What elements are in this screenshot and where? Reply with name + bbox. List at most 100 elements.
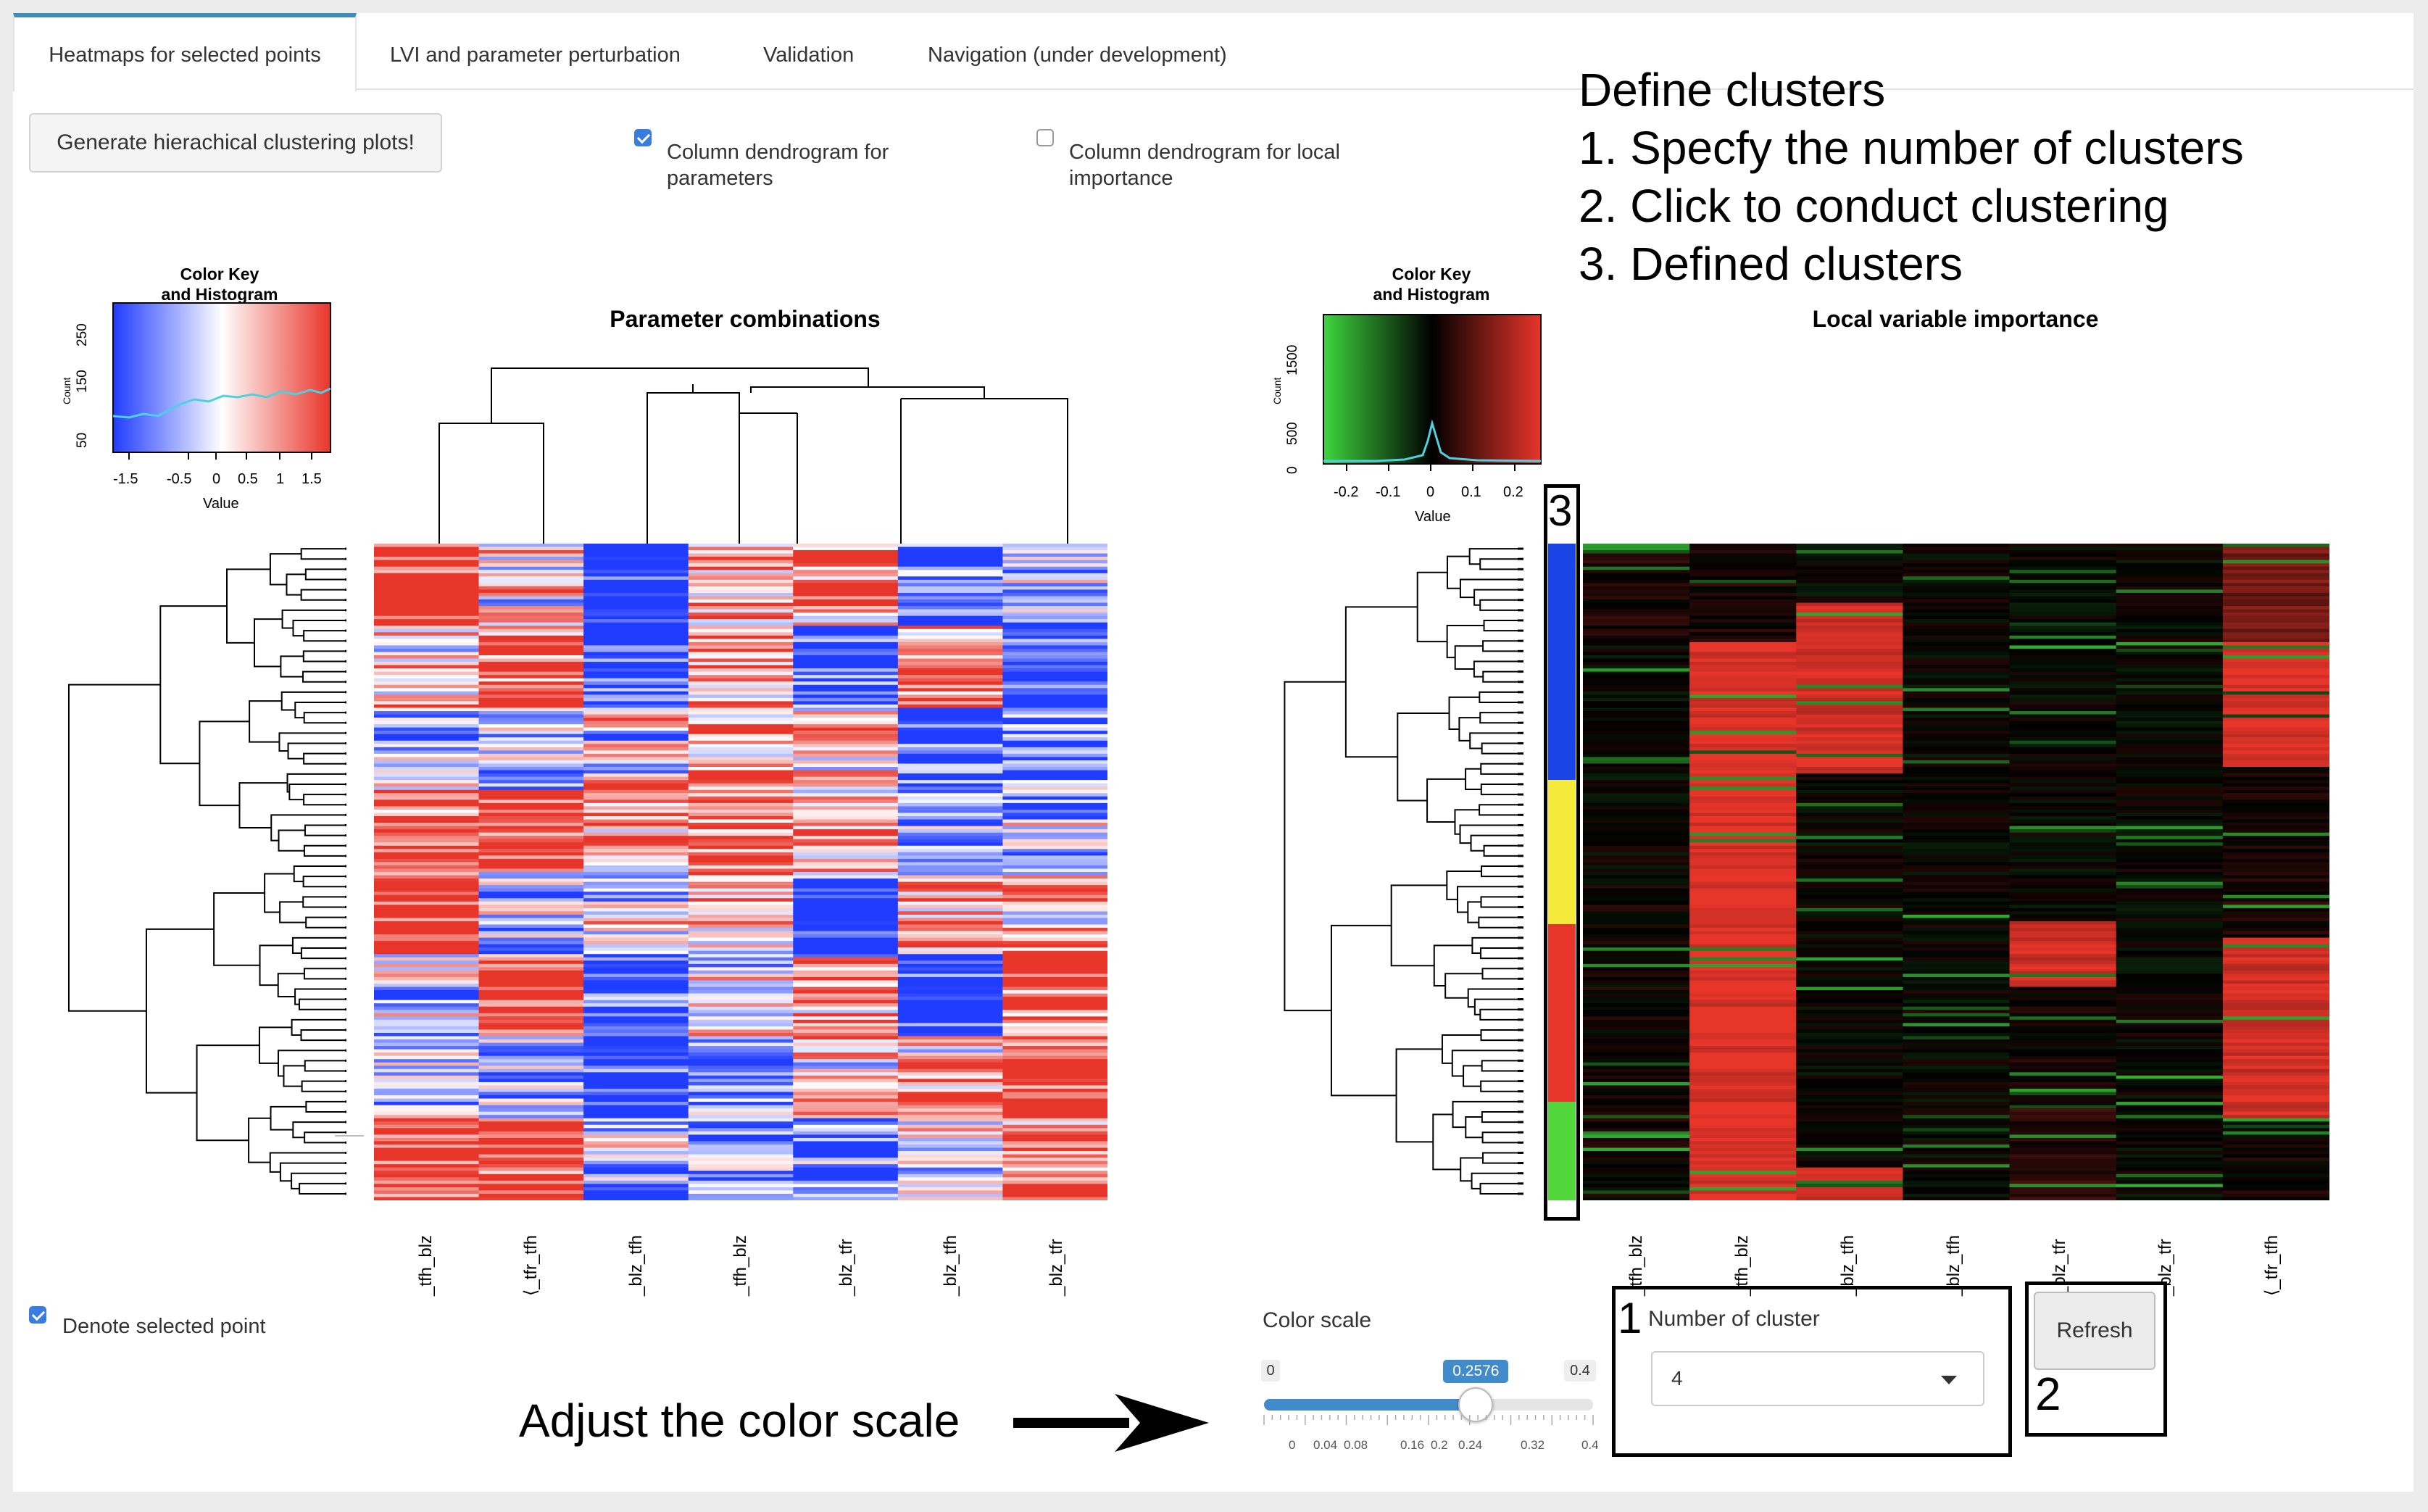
heatmap-cell (793, 921, 899, 926)
heatmap-cell (2009, 681, 2117, 686)
heatmap-cell (1796, 986, 1904, 991)
heatmap-cell (793, 872, 899, 876)
heatmap-cell (2116, 885, 2224, 889)
heatmap-cell (688, 718, 794, 722)
heatmap-cell (2222, 892, 2329, 896)
heatmap-cell (2116, 793, 2224, 797)
heatmap-cell (1583, 924, 1690, 929)
heatmap-cell (374, 802, 480, 807)
heatmap-cell (1689, 1066, 1797, 1070)
heatmap-cell (1689, 757, 1797, 761)
heatmap-cell (1689, 1128, 1797, 1132)
heatmap-cell (793, 1174, 899, 1178)
denote-selected-point-checkbox[interactable] (29, 1306, 46, 1324)
left-key-xtick: 1.5 (302, 471, 322, 487)
heatmap-cell (2116, 1141, 2224, 1145)
heatmap-cell (688, 941, 794, 945)
heatmap-cell (2222, 1016, 2329, 1021)
heatmap-cell (374, 1059, 480, 1063)
heatmap-cell (688, 1010, 794, 1014)
heatmap-cell (1002, 655, 1107, 660)
heatmap-cell (1689, 957, 1797, 961)
heatmap-cell (2222, 1079, 2329, 1083)
heatmap-cell (478, 694, 584, 699)
heatmap-cell (2116, 802, 2224, 807)
heatmap-cell (1689, 1164, 1797, 1168)
heatmap-cell (1903, 583, 2011, 587)
column-dendrogram-lvi-checkbox[interactable] (1036, 129, 1054, 146)
heatmap-cell (1903, 1193, 2011, 1198)
heatmap-cell (793, 905, 899, 909)
heatmap-cell (1002, 1066, 1107, 1070)
heatmap-cell (2009, 1108, 2117, 1113)
heatmap-cell (1002, 1010, 1107, 1014)
heatmap-cell (2222, 1068, 2329, 1073)
heatmap-cell (897, 678, 1004, 682)
heatmap-cell (793, 767, 899, 771)
heatmap-cell (1583, 793, 1690, 797)
cluster-number-select[interactable]: 4 (1651, 1351, 1984, 1406)
heatmap-cell (688, 963, 794, 968)
heatmap-cell (2222, 855, 2329, 860)
heatmap-cell (688, 1019, 794, 1023)
heatmap-cell (1689, 694, 1797, 699)
heatmap-cell (897, 941, 1004, 945)
heatmap-cell (1002, 997, 1107, 1001)
dendrogram-branch (1478, 916, 1519, 929)
heatmap-cell (1583, 1197, 1690, 1200)
heatmap-cell (1903, 1174, 2011, 1178)
heatmap-cell (897, 823, 1004, 827)
heatmap-cell (1689, 885, 1797, 889)
color-scale-tick: 0.32 (1521, 1438, 1545, 1452)
tab-validation[interactable]: Validation (763, 43, 855, 67)
dendrogram-branch (258, 1026, 292, 1064)
heatmap-cell (1002, 1151, 1107, 1155)
refresh-button[interactable]: Refresh (2034, 1292, 2155, 1370)
heatmap-cell (793, 931, 899, 935)
heatmap-cell (793, 668, 899, 673)
heatmap-cell (897, 954, 1004, 958)
heatmap-cell (2009, 675, 2117, 679)
heatmap-cell (2116, 697, 2224, 702)
heatmap-cell (1002, 931, 1107, 935)
heatmap-cell (1689, 898, 1797, 902)
dendrogram-branch (277, 1050, 346, 1077)
heatmap-cell (2222, 711, 2329, 715)
heatmap-cell (1002, 875, 1107, 879)
heatmap-cell (2116, 1111, 2224, 1116)
dendrogram-branch (300, 947, 346, 960)
heatmap-cell (793, 1177, 899, 1181)
heatmap-cell (1796, 1108, 1904, 1113)
heatmap-cell (2222, 986, 2329, 991)
heatmap-cell (1583, 1160, 1690, 1165)
dendrogram-branch (254, 618, 283, 668)
heatmap-cell (2222, 579, 2329, 583)
column-dendrogram-params-checkbox[interactable] (634, 129, 652, 146)
tab-heatmaps[interactable]: Heatmaps for selected points (13, 13, 357, 91)
heatmap-cell (897, 711, 1004, 715)
dendrogram-branch (299, 1182, 346, 1195)
heatmap-cell (793, 875, 899, 879)
heatmap-cell (897, 599, 1004, 604)
heatmap-cell (897, 809, 1004, 814)
heatmap-cell (1583, 589, 1690, 594)
heatmap-cell (1903, 622, 2011, 626)
heatmap-cell (2009, 622, 2117, 626)
color-scale-handle[interactable] (1458, 1387, 1494, 1422)
heatmap-cell (2116, 612, 2224, 617)
heatmap-cell (1583, 878, 1690, 883)
heatmap-cell (1903, 881, 2011, 886)
heatmap-cell (374, 973, 480, 978)
heatmap-cell (1583, 691, 1690, 695)
heatmap-cell (897, 681, 1004, 686)
heatmap-cell (1583, 628, 1690, 633)
tab-lvi-perturbation[interactable]: LVI and parameter perturbation (390, 43, 681, 67)
heatmap-cell (1903, 928, 2011, 932)
generate-clustering-button[interactable]: Generate hierachical clustering plots! (29, 113, 442, 173)
heatmap-cell (897, 1141, 1004, 1145)
heatmap-cell (2116, 652, 2224, 656)
heatmap-cell (1002, 1092, 1107, 1096)
heatmap-cell (374, 760, 480, 765)
heatmap-cell (688, 1177, 794, 1181)
tab-navigation[interactable]: Navigation (under development) (928, 43, 1227, 67)
